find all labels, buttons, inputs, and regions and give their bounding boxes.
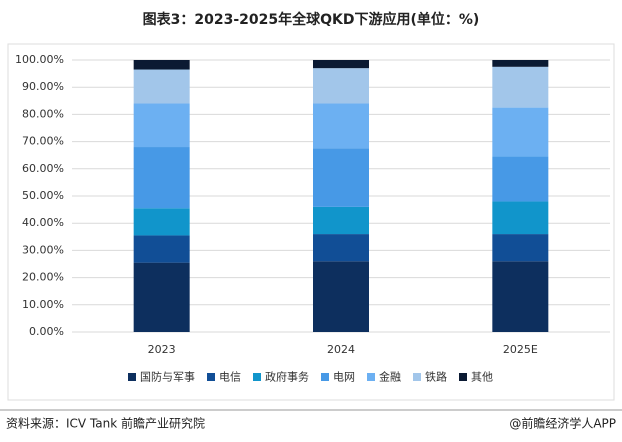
y-tick-label: 70.00%	[22, 135, 64, 148]
bar-segment	[133, 69, 190, 104]
bar-segment	[133, 147, 190, 209]
bar-segment	[492, 107, 549, 157]
bar-segment	[313, 103, 369, 149]
y-tick-label: 30.00%	[22, 243, 64, 256]
y-tick-label: 50.00%	[22, 189, 64, 202]
legend-label: 政府事务	[265, 370, 309, 384]
y-tick-label: 90.00%	[22, 80, 64, 93]
bar-segment	[133, 235, 190, 263]
bar-segment	[492, 66, 549, 108]
bar-segment	[313, 261, 369, 332]
bar-segment	[492, 60, 549, 67]
bar-segment	[492, 201, 549, 235]
bar-segment	[313, 68, 369, 104]
legend-label: 铁路	[425, 371, 447, 384]
x-tick-label: 2024	[327, 343, 355, 356]
legend-swatch	[321, 373, 329, 381]
y-tick-label: 100.00%	[15, 53, 64, 66]
y-tick-label: 80.00%	[22, 107, 64, 120]
x-tick-label: 2023	[148, 343, 176, 356]
legend-label: 金融	[379, 370, 401, 384]
y-tick-label: 10.00%	[22, 298, 64, 311]
legend-label: 国防与军事	[140, 370, 195, 384]
credit: @前瞻经济学人APP	[509, 416, 616, 431]
legend-swatch	[253, 373, 261, 381]
chart-title: 图表3：2023-2025年全球QKD下游应用(单位：%)	[143, 11, 480, 28]
legend-label: 电信	[219, 371, 241, 384]
y-tick-label: 0.00%	[29, 325, 64, 338]
plot-frame	[7, 43, 615, 401]
bar-segment	[313, 206, 369, 235]
bar-segment	[133, 60, 190, 70]
y-tick-label: 40.00%	[22, 216, 64, 229]
source: 资料来源：ICV Tank 前瞻产业研究院	[6, 416, 205, 431]
bar-segment	[133, 208, 190, 236]
legend-swatch	[413, 373, 421, 381]
legend-swatch	[459, 373, 467, 381]
legend-swatch	[207, 373, 215, 381]
bar-segment	[133, 103, 190, 148]
y-tick-label: 20.00%	[22, 271, 64, 284]
legend-swatch	[128, 373, 136, 381]
bar-segment	[133, 262, 190, 332]
y-tick-label: 60.00%	[22, 162, 64, 175]
bar-segment	[313, 234, 369, 262]
bar-segment	[313, 60, 369, 69]
bar-segment	[492, 156, 549, 202]
bar-segment	[492, 234, 549, 262]
bar-segment	[313, 148, 369, 207]
x-tick-label: 2025E	[503, 343, 538, 356]
legend-label: 其他	[471, 371, 493, 384]
legend-label: 电网	[333, 371, 355, 384]
legend-swatch	[367, 373, 375, 381]
bar-segment	[492, 261, 549, 332]
